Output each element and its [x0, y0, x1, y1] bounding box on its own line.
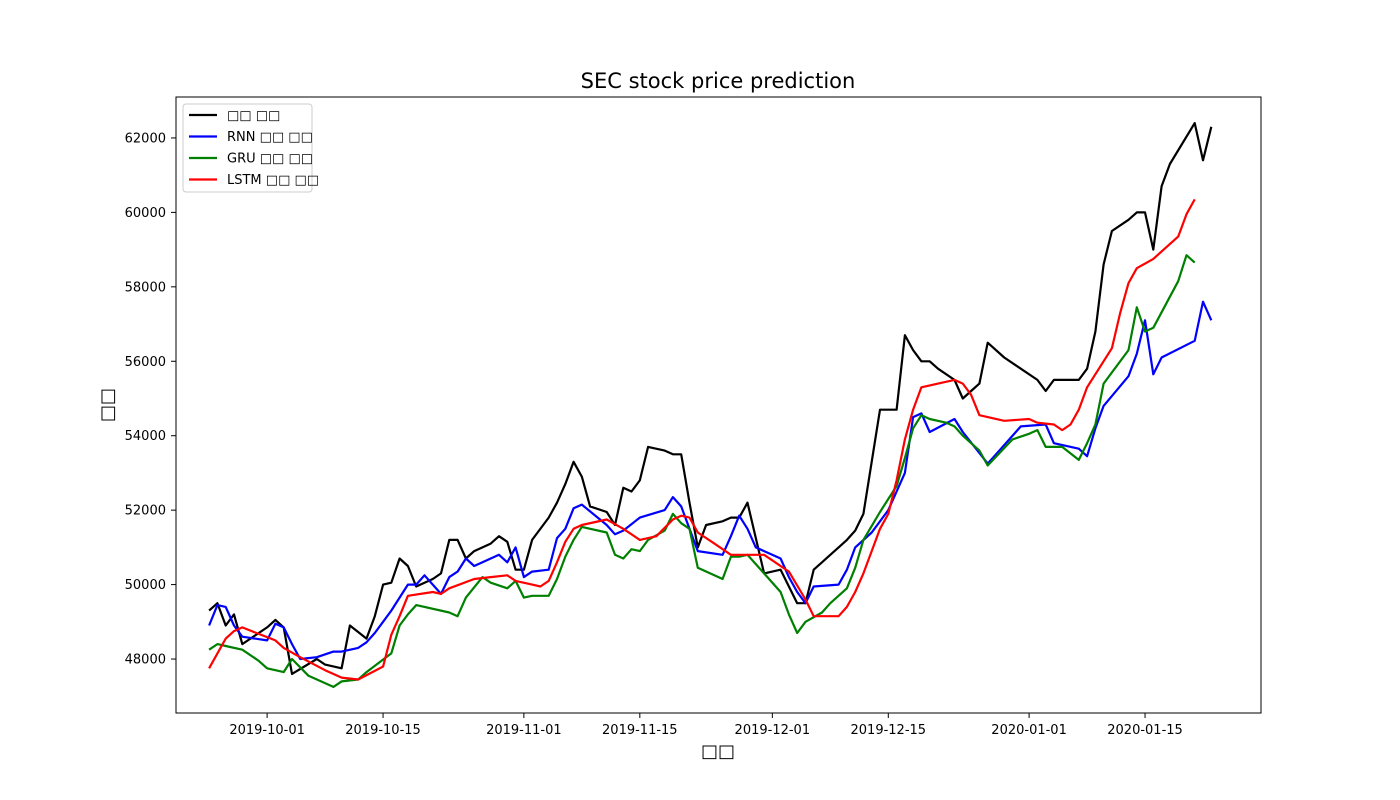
- chart-title: SEC stock price prediction: [581, 69, 856, 93]
- series-line-3: [208, 198, 1196, 681]
- y-axis-label: □□: [97, 388, 118, 422]
- series-line-0: [208, 122, 1213, 675]
- legend-label-3: LSTM □□ □□: [227, 173, 319, 188]
- y-tick-label: 48000: [125, 653, 166, 668]
- legend-label-1: RNN □□ □□: [227, 130, 313, 145]
- series-line-2: [208, 254, 1196, 688]
- legend: □□ □□ RNN □□ □□ GRU □□ □□ LSTM □□ □□: [182, 103, 319, 193]
- x-tick-label: 2019-12-15: [851, 723, 927, 738]
- y-axis: 48000 50000 52000 54000 56000 58000 60000 62000: [125, 131, 176, 668]
- x-tick-label: 2019-10-15: [345, 723, 421, 738]
- y-tick-label: 54000: [125, 429, 166, 444]
- y-tick-label: 50000: [125, 578, 166, 593]
- x-axis: 2019-10-01 2019-10-15 2019-11-01 2019-11-15…: [229, 713, 1183, 738]
- y-tick-label: 60000: [125, 206, 166, 221]
- x-tick-label: 2019-11-01: [486, 723, 562, 738]
- y-tick-label: 52000: [125, 504, 166, 519]
- x-tick-label: 2019-10-01: [229, 723, 305, 738]
- x-axis-label: □□: [701, 741, 735, 762]
- y-tick-label: 62000: [125, 131, 166, 146]
- y-tick-label: 56000: [125, 355, 166, 370]
- x-tick-label: 2019-12-01: [735, 723, 811, 738]
- legend-box: [182, 103, 313, 193]
- plot-frame: [175, 96, 1262, 714]
- legend-label-2: GRU □□ □□: [227, 152, 313, 167]
- x-tick-label: 2020-01-01: [991, 723, 1067, 738]
- series-layer: [208, 122, 1213, 688]
- y-tick-label: 58000: [125, 280, 166, 295]
- x-tick-label: 2020-01-15: [1107, 723, 1183, 738]
- series-line-1: [208, 300, 1213, 661]
- x-tick-label: 2019-11-15: [602, 723, 678, 738]
- legend-label-0: □□ □□: [227, 109, 280, 124]
